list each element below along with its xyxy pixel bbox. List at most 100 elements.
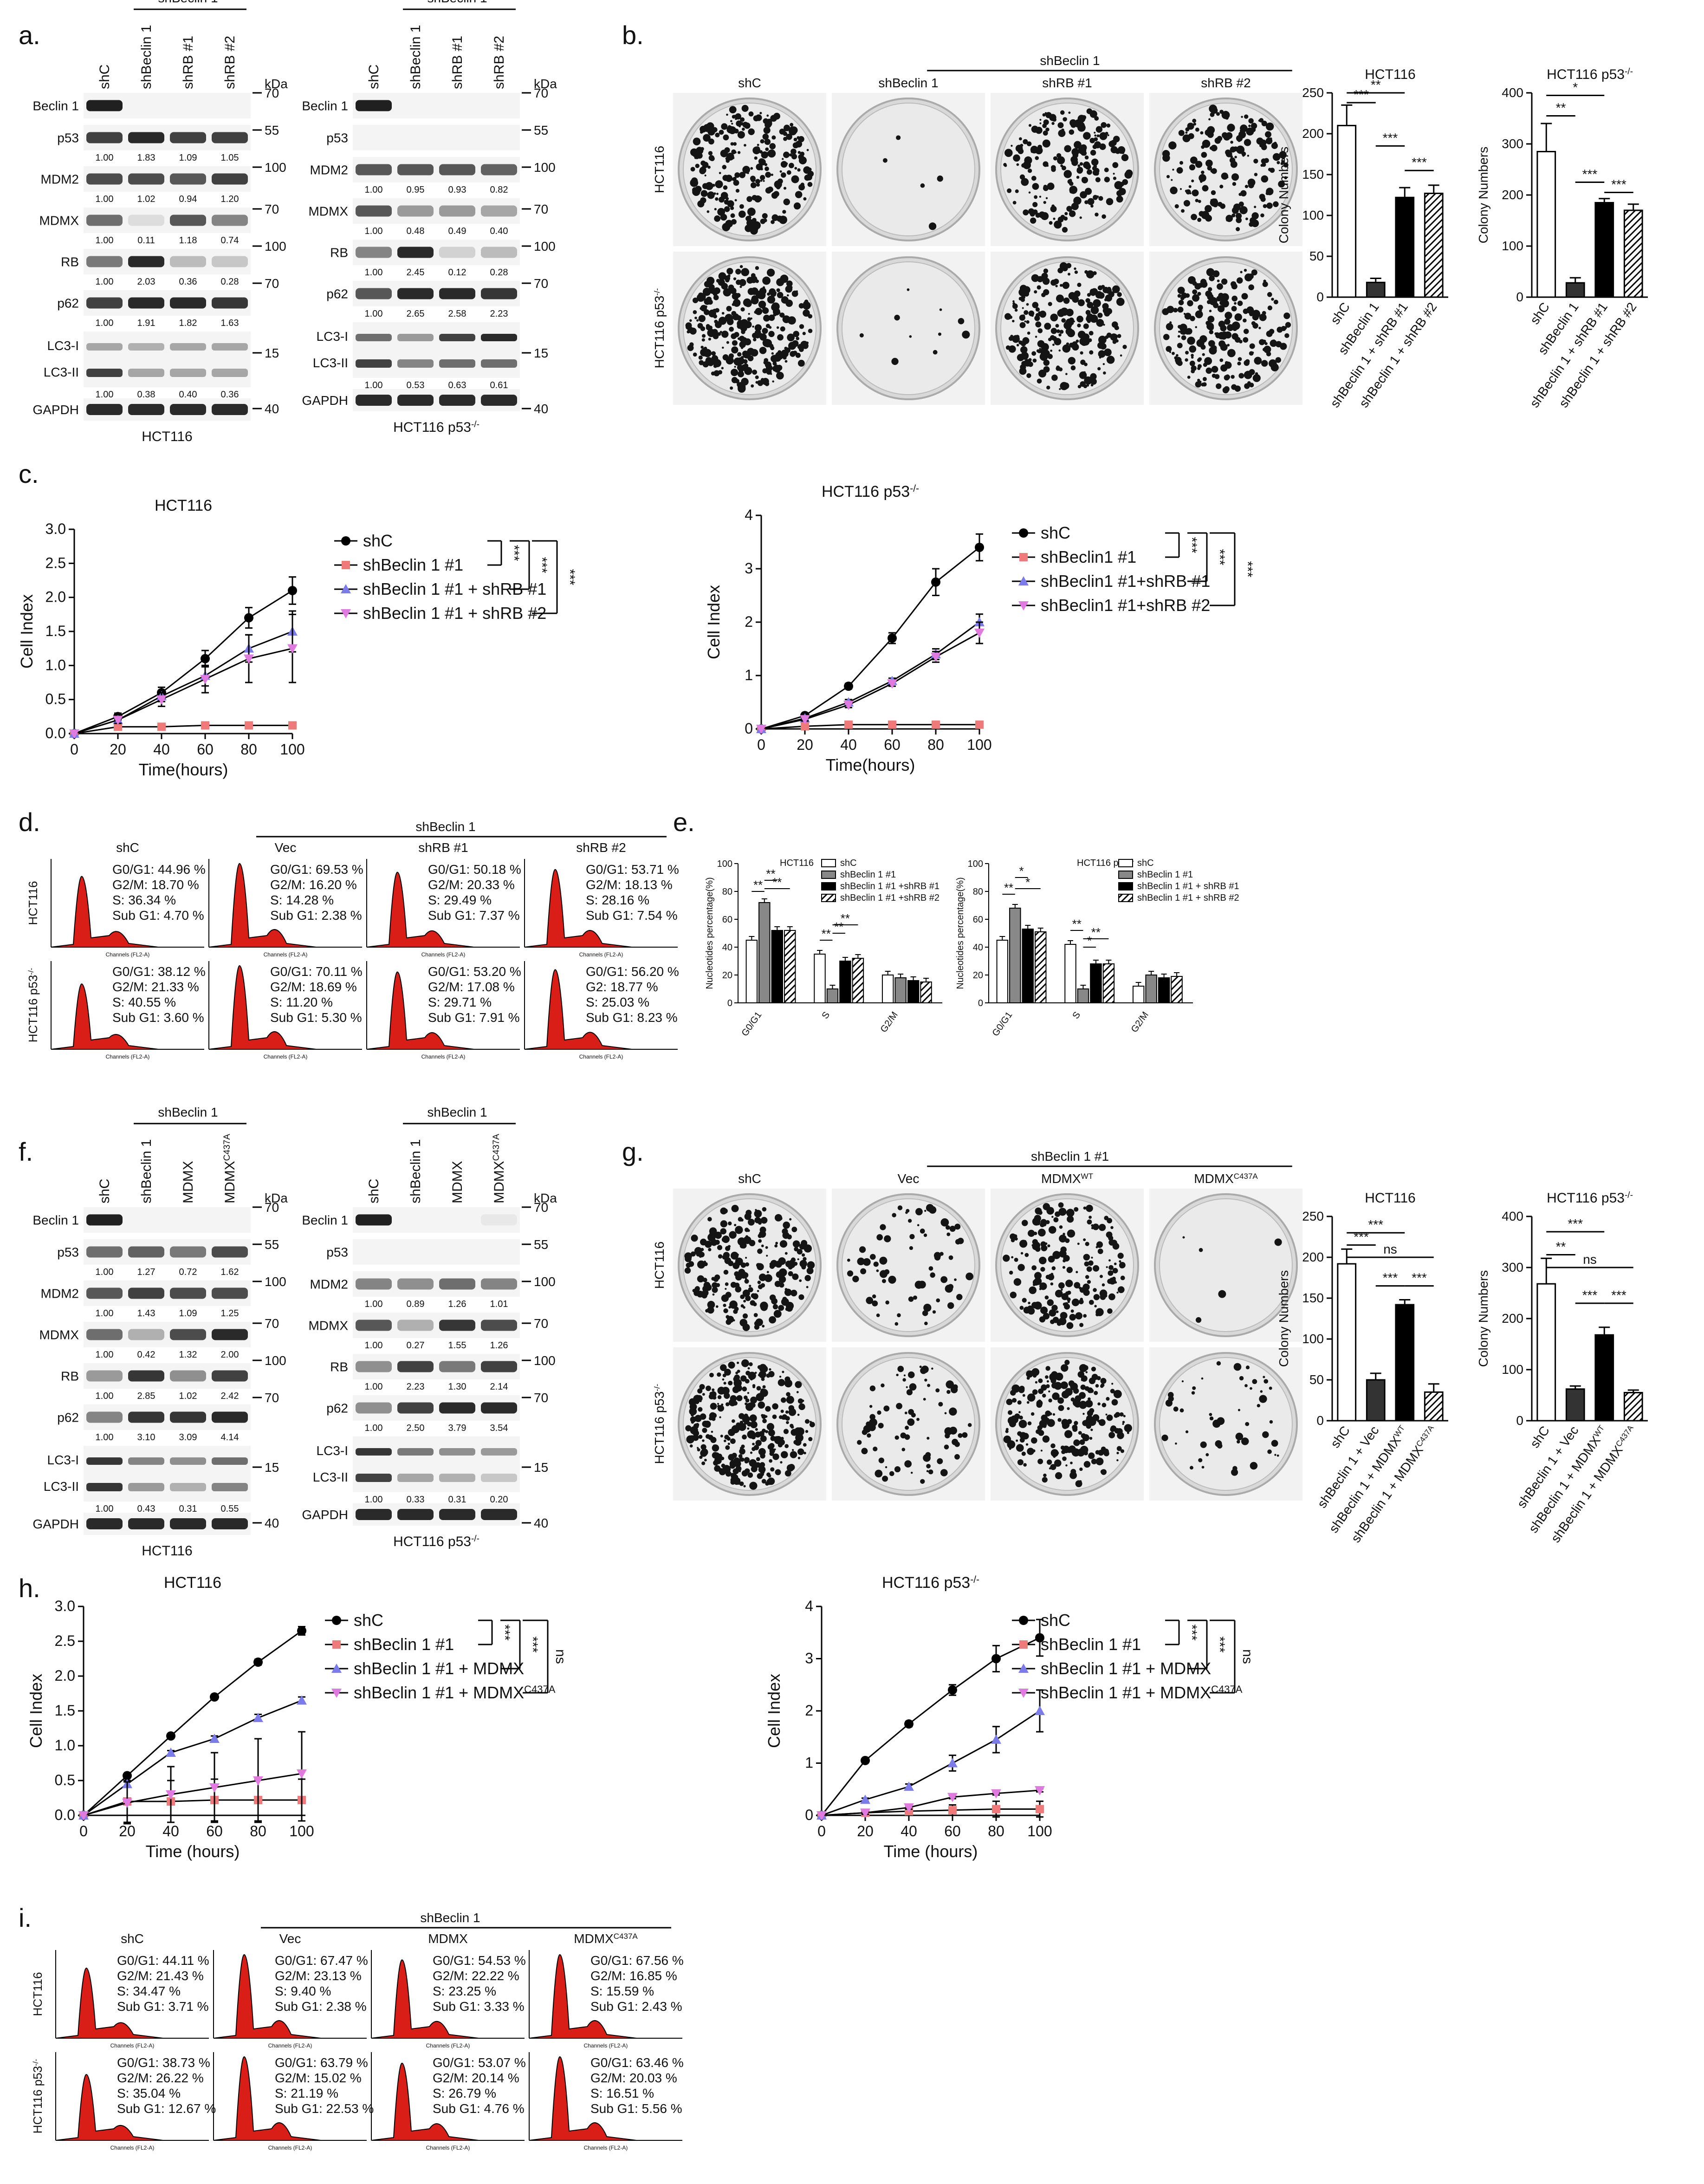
- colony: [1285, 322, 1291, 328]
- colony: [789, 1259, 795, 1265]
- colony: [1020, 1252, 1024, 1255]
- colony: [1234, 302, 1237, 305]
- colony: [716, 193, 719, 195]
- colony: [1234, 337, 1241, 343]
- colony: [1195, 326, 1197, 328]
- colony: [1043, 289, 1050, 295]
- colony: [1012, 201, 1017, 205]
- colony: [759, 333, 767, 341]
- colony: [1254, 357, 1262, 365]
- colony: [739, 341, 746, 348]
- blot-band: [439, 247, 475, 258]
- flow-stat-label: S: 36.34 %: [112, 893, 176, 907]
- blot-band: [170, 369, 206, 377]
- colony: [708, 151, 713, 156]
- bar: [1337, 1263, 1357, 1422]
- colony: [1073, 1439, 1080, 1446]
- colony: [909, 1246, 914, 1250]
- colony: [1250, 1462, 1258, 1470]
- blot-quant: 1.83: [137, 153, 155, 163]
- colony: [1088, 306, 1090, 308]
- colony: [794, 167, 797, 170]
- x-axis-label: Time (hours): [146, 1842, 240, 1861]
- colony: [1185, 131, 1188, 134]
- colony: [1181, 335, 1186, 340]
- colony: [1039, 1316, 1046, 1323]
- colony: [764, 339, 772, 348]
- marker-label: 100: [265, 239, 286, 254]
- colony: [1199, 211, 1205, 217]
- colony: [723, 288, 732, 297]
- flow-histogram: [51, 876, 159, 948]
- colony: [1171, 179, 1173, 181]
- colony: [1072, 1230, 1075, 1233]
- flow-histogram: [371, 1959, 479, 2039]
- colony: [1062, 281, 1069, 289]
- colony: [716, 279, 720, 283]
- data-point: [991, 1734, 1001, 1744]
- flow-stat-label: Sub G1: 8.23 %: [586, 1010, 678, 1025]
- colony: [758, 1273, 767, 1281]
- colony: [697, 1260, 706, 1269]
- blot-row-label: p62: [326, 1401, 348, 1416]
- significance-label: ***: [1611, 1288, 1626, 1302]
- colony: [784, 360, 788, 363]
- colony: [1032, 1373, 1037, 1378]
- colony: [1259, 1395, 1267, 1403]
- colony: [944, 1444, 949, 1450]
- colony: [1271, 1440, 1278, 1447]
- colony: [1263, 339, 1266, 343]
- colony: [1279, 151, 1287, 159]
- colony: [799, 1260, 807, 1268]
- colony: [722, 346, 724, 349]
- colony: [741, 127, 745, 131]
- colony: [725, 1402, 730, 1406]
- colony: [1192, 1386, 1196, 1390]
- colony: [1227, 349, 1236, 358]
- colony: [785, 285, 793, 293]
- colony: [1017, 1459, 1024, 1466]
- bar: [881, 975, 894, 1003]
- data-point: [975, 543, 984, 552]
- blot-quant: 1.55: [448, 1340, 466, 1351]
- colony: [802, 343, 809, 349]
- colony: [1050, 313, 1058, 322]
- colony: [1053, 1455, 1056, 1458]
- colony: [1045, 197, 1048, 200]
- blot-band: [212, 1370, 248, 1382]
- colony: [1192, 190, 1197, 195]
- colony: [1172, 351, 1175, 355]
- colony: [714, 1231, 722, 1239]
- blot-row-label: MDMX: [39, 1328, 79, 1342]
- colony: [1016, 1444, 1024, 1452]
- culture-dish-inner: [1000, 103, 1134, 236]
- blot-band: [397, 288, 434, 299]
- colony: [1227, 124, 1235, 132]
- blot-lane-label: shC: [97, 65, 112, 89]
- colony: [699, 1384, 705, 1390]
- colony: [803, 1451, 806, 1455]
- colony: [709, 1391, 713, 1396]
- kda-label: kDa: [534, 77, 557, 91]
- colony: [1045, 127, 1050, 132]
- colony: [795, 140, 803, 148]
- colony: [714, 1240, 720, 1245]
- colony: [1174, 204, 1179, 208]
- colony: [1240, 190, 1247, 197]
- colony: [1104, 168, 1109, 173]
- y-tick-label: 4: [745, 507, 753, 523]
- colony: [734, 151, 737, 154]
- blot-quant: 2.00: [221, 1350, 239, 1360]
- x-group-label: S: [820, 1010, 832, 1021]
- colony: [1045, 1375, 1049, 1379]
- colony: [743, 359, 748, 364]
- colony: [1039, 122, 1042, 124]
- colony: [1251, 269, 1257, 276]
- legend-label: shBeclin 1 #1 +shRB #1: [840, 881, 939, 891]
- flow-x-axis-label: Channels (FL2-A): [579, 951, 623, 958]
- flow-stat-label: S: 21.19 %: [275, 2086, 338, 2100]
- colony: [1056, 329, 1060, 333]
- colony: [1107, 1308, 1113, 1314]
- bar: [1395, 196, 1415, 298]
